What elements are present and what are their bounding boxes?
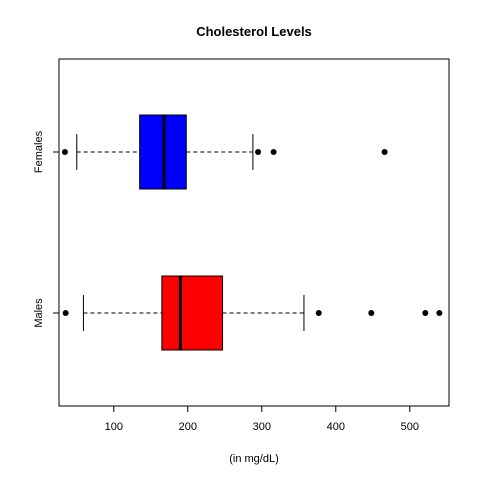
females-outlier-point <box>255 149 262 155</box>
x-axis-label: (in mg/dL) <box>229 453 279 465</box>
x-tick-label: 400 <box>327 421 345 433</box>
males-y-tick-label: Males <box>33 298 45 328</box>
males-outlier-point <box>315 310 322 316</box>
females-outlier-point <box>61 149 68 155</box>
males-outlier-point <box>422 310 429 316</box>
x-tick-label: 500 <box>401 421 419 433</box>
box-series: Females Males <box>33 114 443 351</box>
chart-title: Cholesterol Levels <box>196 24 312 39</box>
females-y-tick-label: Females <box>33 130 45 173</box>
females-outlier-point <box>381 149 388 155</box>
x-tick-label: 300 <box>253 421 271 433</box>
females-outlier-point <box>270 149 277 155</box>
x-axis: 100 200 300 400 500 <box>105 405 419 433</box>
x-tick-label: 100 <box>105 421 123 433</box>
x-tick-label: 200 <box>179 421 197 433</box>
males-box <box>161 275 224 351</box>
males-outlier-point <box>436 310 443 316</box>
males-outlier-point <box>62 310 69 316</box>
males-outlier-point <box>368 310 375 316</box>
